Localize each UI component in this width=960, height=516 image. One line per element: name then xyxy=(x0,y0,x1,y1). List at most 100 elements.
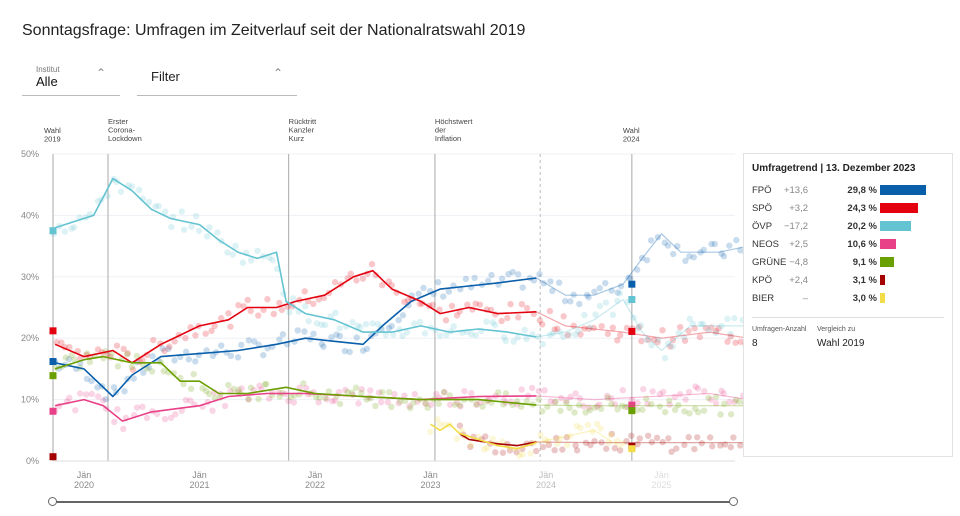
poll-dot xyxy=(636,435,643,442)
poll-dot xyxy=(117,188,125,195)
poll-dot xyxy=(737,442,744,449)
poll-dot xyxy=(596,302,604,310)
poll-dot xyxy=(549,329,557,337)
poll-dot xyxy=(614,406,621,413)
poll-dot xyxy=(386,388,393,396)
poll-dot xyxy=(671,406,679,414)
poll-dot xyxy=(264,296,271,303)
party-name: ÖVP xyxy=(752,221,773,232)
poll-dot xyxy=(686,410,693,417)
poll-dot xyxy=(634,406,641,414)
poll-dot xyxy=(709,443,716,450)
poll-dot xyxy=(344,388,351,396)
poll-dot xyxy=(563,441,571,449)
poll-dot xyxy=(188,223,195,230)
party-diff: +2,5 xyxy=(789,239,808,250)
poll-dot xyxy=(202,330,209,337)
poll-dot xyxy=(609,324,616,331)
poll-dot xyxy=(634,441,641,448)
poll-dot xyxy=(643,257,651,264)
poll-dot xyxy=(691,324,698,332)
institut-select[interactable]: Institut Alle ⌃ xyxy=(22,60,120,96)
poll-dot xyxy=(178,407,185,414)
poll-dot xyxy=(336,325,343,332)
poll-dot xyxy=(472,332,480,339)
poll-dot xyxy=(648,400,655,408)
poll-dot xyxy=(692,383,699,390)
poll-dot xyxy=(552,398,559,405)
poll-dot xyxy=(217,314,225,322)
poll-dot xyxy=(72,406,79,414)
poll-dot xyxy=(467,442,475,449)
poll-dot xyxy=(312,393,320,401)
poll-dot xyxy=(685,327,692,335)
slider-start-handle[interactable] xyxy=(48,497,57,506)
poll-dot xyxy=(208,327,215,335)
poll-dot xyxy=(680,333,688,341)
poll-dot xyxy=(442,317,450,324)
poll-dot xyxy=(209,352,217,360)
party-diff: −17,2 xyxy=(783,221,808,232)
poll-dot xyxy=(160,368,167,375)
poll-dot xyxy=(390,331,397,339)
poll-dot xyxy=(472,300,479,307)
x-tick-month: Jän xyxy=(654,470,669,480)
poll-dot xyxy=(604,394,612,401)
poll-dot xyxy=(359,347,367,354)
filter-select[interactable]: Filter ⌃ xyxy=(137,60,297,96)
poll-dot xyxy=(504,314,511,322)
party-name: FPÖ xyxy=(752,185,772,196)
poll-dot xyxy=(245,337,253,344)
slider-end-handle[interactable] xyxy=(729,497,738,506)
party-bar xyxy=(880,221,912,231)
poll-dot xyxy=(608,395,615,402)
x-tick-year: 2021 xyxy=(189,480,209,490)
poll-dot xyxy=(539,443,547,451)
poll-dot xyxy=(603,392,611,400)
poll-dot xyxy=(133,404,141,411)
poll-dot xyxy=(130,375,137,382)
poll-dot xyxy=(649,388,656,395)
poll-dot xyxy=(171,338,178,345)
poll-dot xyxy=(322,394,329,402)
poll-dot xyxy=(152,203,159,210)
poll-dot xyxy=(661,354,669,362)
poll-dot xyxy=(422,400,429,407)
party-name: SPÖ xyxy=(752,203,773,214)
party-value: 20,2 % xyxy=(847,221,877,232)
poll-dot xyxy=(278,306,286,314)
x-tick-year: 2024 xyxy=(536,480,556,490)
poll-dot xyxy=(411,320,418,327)
party-value: 24,3 % xyxy=(847,203,877,214)
poll-dot xyxy=(471,274,478,282)
poll-dot xyxy=(712,328,720,335)
poll-dot xyxy=(411,390,419,398)
poll-dot xyxy=(519,284,526,291)
poll-dot xyxy=(639,406,646,413)
poll-dot xyxy=(616,331,624,339)
poll-dot xyxy=(318,340,325,348)
trend-line-projection-spö xyxy=(536,311,749,339)
page-title: Sonntagsfrage: Umfragen im Zeitverlauf s… xyxy=(22,22,526,39)
count-label: Umfragen-Anzahl xyxy=(752,326,807,333)
poll-dot xyxy=(374,320,382,328)
poll-dot xyxy=(721,441,729,448)
trend-row-spö: SPÖ +3,2 24,3 % xyxy=(752,202,947,216)
poll-dot xyxy=(302,303,309,310)
poll-dot xyxy=(736,398,743,405)
poll-dot xyxy=(235,301,242,309)
poll-dot xyxy=(724,338,731,345)
y-tick-label: 10% xyxy=(21,395,39,405)
poll-dot xyxy=(499,449,507,456)
poll-dot xyxy=(499,438,506,445)
poll-dot xyxy=(616,447,624,454)
trend-line-projection-övp xyxy=(536,298,749,352)
poll-dot xyxy=(510,338,517,345)
poll-dot xyxy=(608,400,615,408)
poll-dot xyxy=(726,398,733,406)
poll-dot xyxy=(676,323,684,331)
poll-dot xyxy=(669,250,677,258)
time-range-slider[interactable] xyxy=(52,501,734,503)
poll-dot xyxy=(148,368,156,375)
poll-dot xyxy=(165,345,172,353)
